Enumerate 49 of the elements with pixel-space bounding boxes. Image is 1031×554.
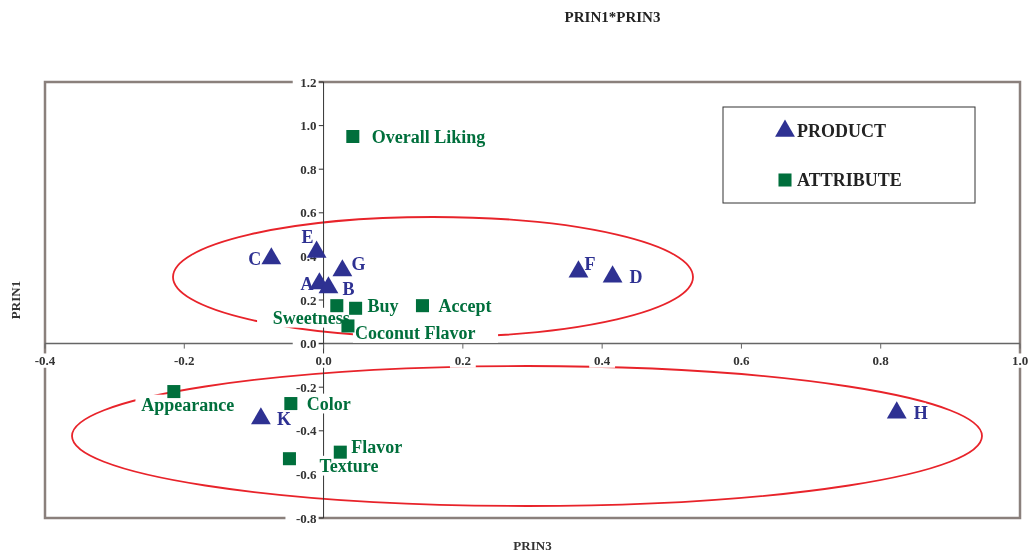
x-tick-label: 0.8 — [872, 353, 890, 369]
chart-title: PRIN1*PRIN3 — [564, 9, 661, 25]
legend-label: PRODUCT — [797, 121, 886, 142]
annotation: H — [913, 403, 928, 424]
annotation: D — [629, 266, 643, 287]
y-tick-label: 1.2 — [300, 74, 317, 90]
annotation: G — [351, 253, 366, 274]
annotation: Appearance — [141, 394, 235, 415]
point — [261, 247, 282, 265]
annotation: Color — [306, 393, 351, 414]
y-tick-label: 0.0 — [300, 336, 317, 352]
point — [333, 445, 347, 459]
x-tick-label: 1.0 — [1011, 353, 1029, 369]
annotation: F — [584, 253, 596, 274]
annotation: A — [300, 273, 314, 294]
x-tick-label: -0.4 — [34, 353, 56, 369]
y-tick-label: -0.2 — [295, 379, 317, 395]
y-tick-label: -0.4 — [295, 423, 318, 439]
annotation: B — [342, 278, 355, 299]
y-tick-label: 0.8 — [300, 161, 318, 177]
y-axis-title: PRIN1 — [8, 280, 23, 320]
x-axis-title: PRIN3 — [513, 538, 553, 553]
y-tick-label: -0.6 — [295, 466, 318, 482]
y-tick-label: 1.0 — [300, 118, 317, 134]
point — [318, 276, 339, 294]
point — [167, 385, 181, 399]
y-tick-label: 0.6 — [300, 205, 318, 221]
x-tick-label: 0.4 — [594, 353, 611, 369]
annotation: C — [248, 248, 262, 269]
x-tick-label: 0.2 — [454, 353, 471, 369]
annotation: Coconut Flavor — [354, 323, 476, 344]
legend-label: ATTRIBUTE — [797, 170, 902, 191]
point — [349, 301, 363, 315]
x-tick-label: 0.6 — [733, 353, 751, 369]
y-tick-label: 0.2 — [300, 292, 317, 308]
annotation: Texture — [319, 456, 379, 476]
point — [284, 397, 298, 411]
annotation: K — [276, 408, 291, 429]
annotation: Flavor — [351, 437, 403, 458]
point — [332, 259, 353, 277]
annotation: Overall Liking — [371, 126, 486, 147]
annotation: E — [301, 227, 314, 248]
point — [282, 452, 296, 466]
y-tick-label: -0.8 — [295, 510, 318, 526]
x-tick-label: 0.0 — [315, 353, 332, 369]
x-tick-label: -0.2 — [173, 353, 195, 369]
annotation: Buy — [367, 295, 399, 316]
annotation: Accept — [438, 295, 492, 316]
point — [602, 265, 623, 283]
